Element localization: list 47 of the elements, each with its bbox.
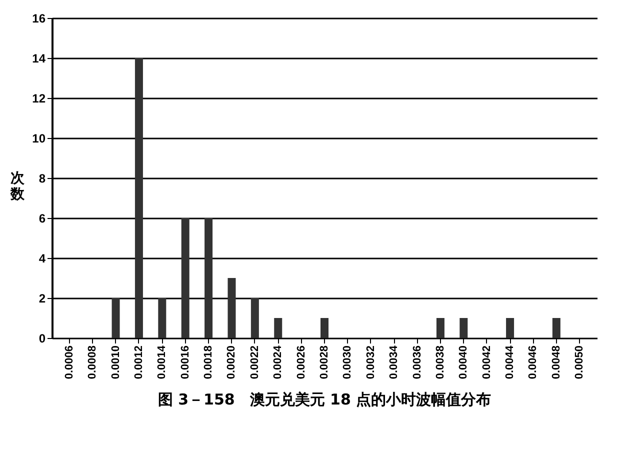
y-tick-label: 2 [38,292,46,306]
bar [274,318,282,338]
x-tick-label: 0.0018 [202,346,215,380]
x-tick-label: 0.0014 [156,344,168,380]
x-tick-label: 0.0038 [434,346,446,380]
x-tick-label: 0.0026 [295,346,308,380]
x-tick-label: 0.0008 [86,346,99,380]
x-tick-label: 0.0046 [527,346,540,380]
x-tick-label: 0.0036 [411,346,424,380]
y-tick-label: 6 [38,212,46,226]
bar [204,218,213,338]
bar [506,318,514,338]
bar [460,318,468,338]
y-tick-label: 10 [32,132,46,146]
x-tick-label: 0.0020 [226,346,238,380]
bar [320,318,328,338]
bar [134,58,143,338]
x-tick-label: 0.0010 [110,346,122,380]
x-tick-label: 0.0048 [550,346,562,380]
x-tick-label: 0.0044 [504,344,516,380]
x-tick-label: 0.0034 [388,344,400,380]
x-tick-label: 0.0032 [364,346,377,380]
x-tick-label: 0.0006 [63,346,76,380]
bar [181,218,190,338]
bar [228,278,236,338]
x-tick-label: 0.0022 [248,346,261,380]
bar [158,298,166,338]
text: 图 3－158 澳元兑美元 18 点的小时波幅值分布 [158,390,492,409]
bar [552,318,560,338]
y-tick-label: 12 [32,92,46,106]
bar [250,298,259,338]
y-tick-label: 8 [38,172,46,186]
x-tick-label: 0.0030 [342,346,354,380]
y-tick-label: 16 [32,12,46,26]
bar [112,298,120,338]
x-tick-label: 0.0024 [272,344,284,380]
x-tick-label: 0.0016 [179,346,192,380]
y-tick-label: 14 [32,52,46,66]
x-tick-label: 0.0028 [318,346,330,380]
bar [436,318,444,338]
x-tick-label: 0.0040 [458,346,470,380]
x-tick-label: 0.0042 [480,346,493,380]
y-tick-label: 0 [38,332,46,346]
x-tick-label: 0.0050 [574,346,586,380]
y-tick-label: 4 [38,252,46,266]
x-tick-label: 0.0012 [132,346,145,380]
y-axis-title: 次数 [10,170,26,202]
